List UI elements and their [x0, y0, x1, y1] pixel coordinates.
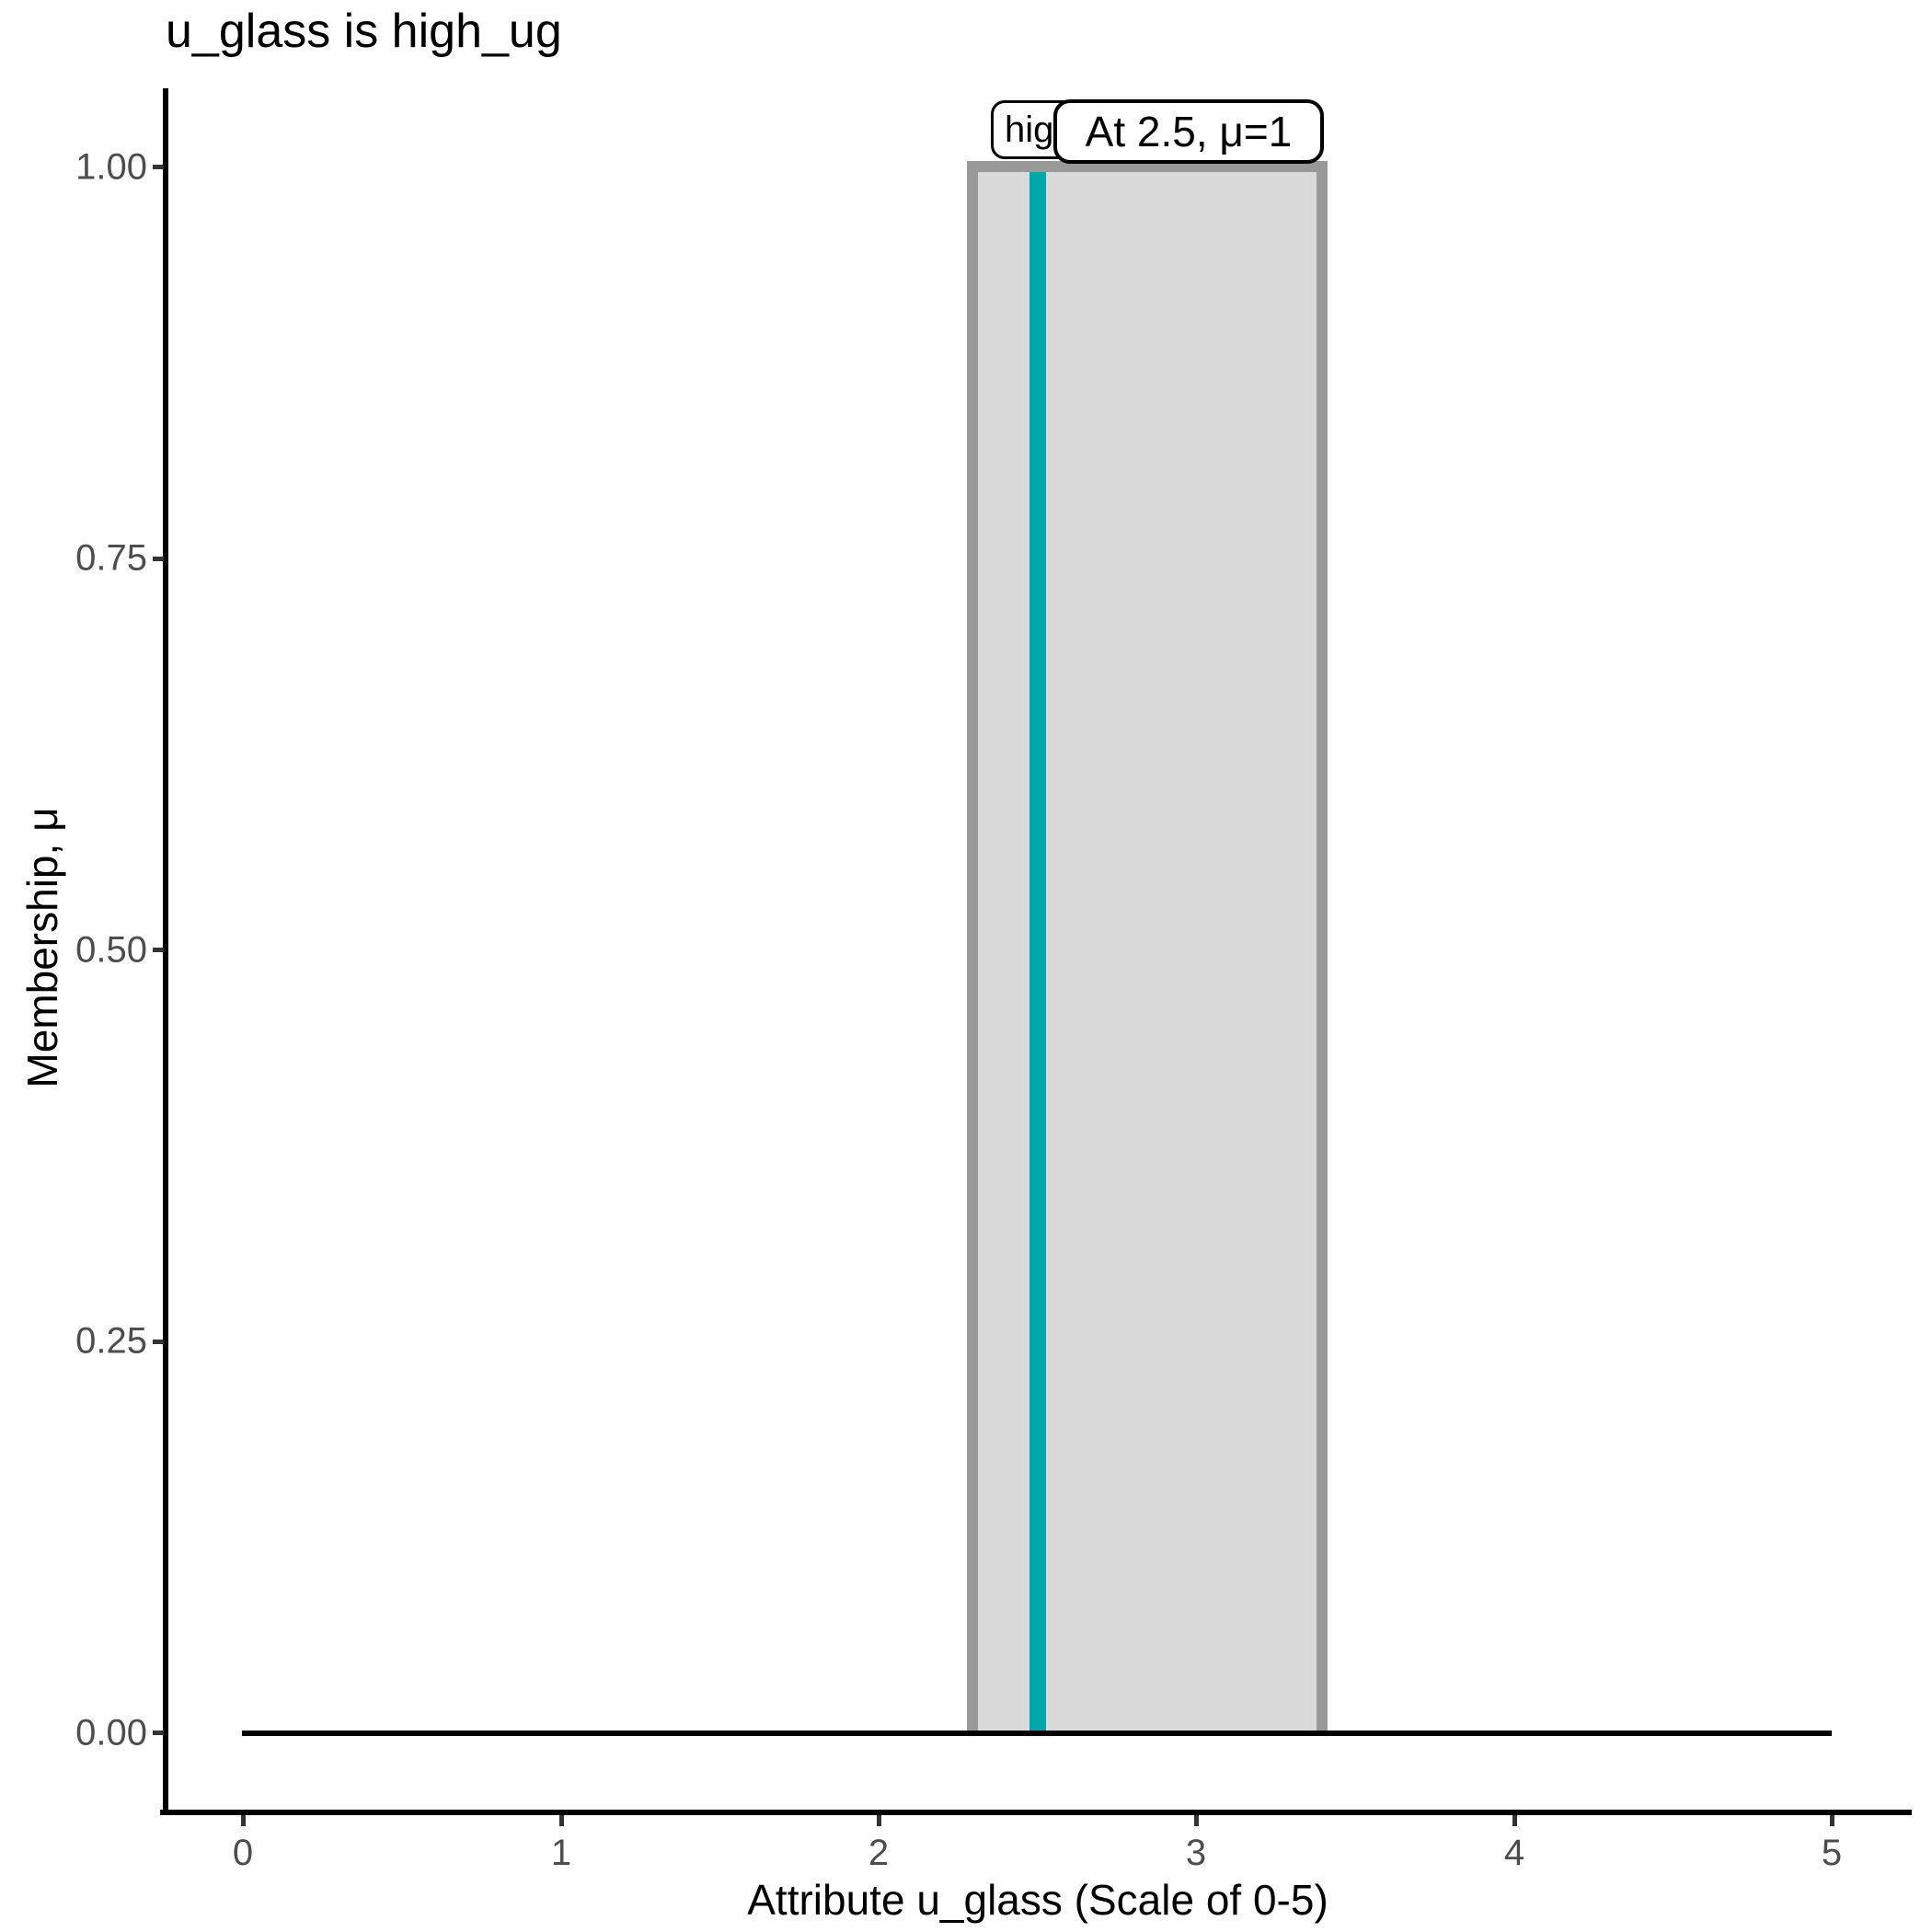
input-value-line	[1029, 172, 1046, 1736]
chart-title: u_glass is high_ug	[166, 5, 562, 58]
x-tick-label-5: 5	[1821, 1833, 1843, 1873]
y-tick-label-1.00: 1.00	[75, 146, 147, 188]
x-axis-title: Attribute u_glass (Scale of 0-5)	[747, 1876, 1328, 1924]
y-axis-line	[163, 88, 168, 1815]
x-tick-0	[241, 1815, 246, 1826]
x-axis-line	[160, 1810, 1912, 1815]
x-tick-1	[559, 1815, 564, 1826]
y-tick-0.75	[153, 557, 164, 561]
y-tick-0.25	[153, 1340, 164, 1344]
y-tick-0.50	[153, 948, 164, 952]
x-tick-4	[1512, 1815, 1517, 1826]
x-tick-label-4: 4	[1503, 1833, 1525, 1873]
x-tick-label-2: 2	[868, 1833, 890, 1873]
x-tick-label-1: 1	[550, 1833, 572, 1873]
y-tick-0.00	[153, 1731, 164, 1735]
x-tick-2	[877, 1815, 881, 1826]
x-tick-3	[1194, 1815, 1199, 1826]
value-label-box: At 2.5, μ=1	[1053, 99, 1324, 164]
y-tick-label-0.25: 0.25	[75, 1320, 147, 1362]
zero-membership-baseline	[242, 1731, 1832, 1736]
x-tick-label-3: 3	[1185, 1833, 1207, 1873]
y-tick-label-0.50: 0.50	[75, 929, 147, 971]
x-tick-5	[1830, 1815, 1834, 1826]
y-tick-1.00	[153, 165, 164, 169]
y-tick-label-0.00: 0.00	[75, 1712, 147, 1754]
y-axis-title: Membership, μ	[18, 807, 66, 1088]
y-tick-label-0.75: 0.75	[75, 537, 147, 579]
membership-function-rect	[967, 161, 1328, 1736]
value-label-text: At 2.5, μ=1	[1085, 108, 1293, 155]
x-tick-label-0: 0	[232, 1833, 254, 1873]
